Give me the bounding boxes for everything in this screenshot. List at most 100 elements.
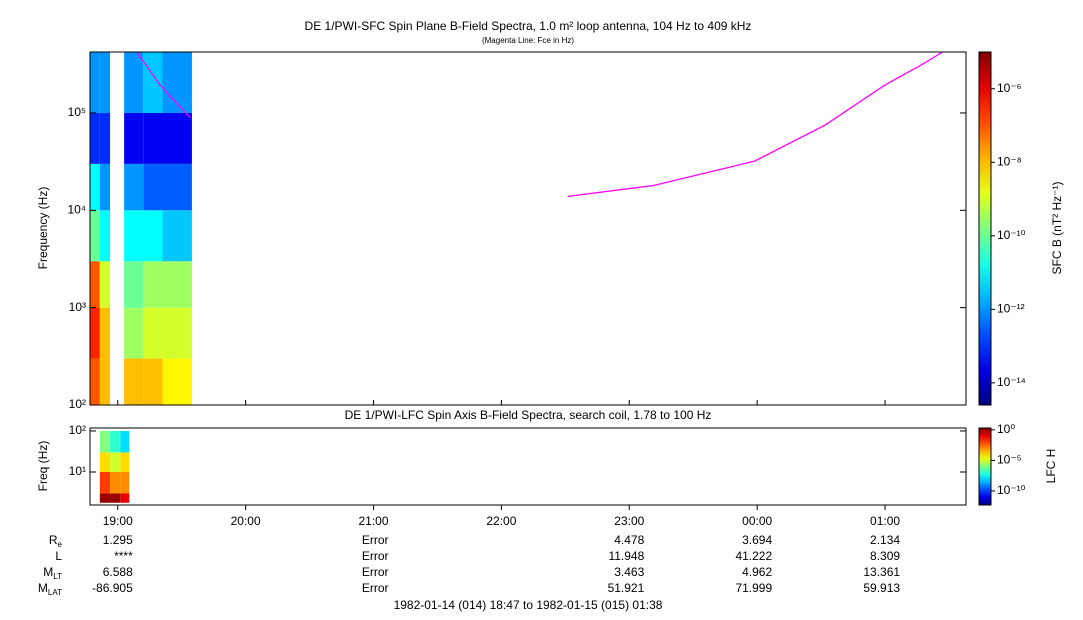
heatmap-cell: [90, 112, 100, 164]
x-tick-label: 00:00: [742, 514, 772, 528]
ephemeris-value: 41.222: [735, 549, 772, 563]
ephemeris-value: 3.694: [742, 533, 772, 547]
heatmap-cell: [99, 112, 111, 164]
colorbar-label: SFC B (nT² Hz⁻¹): [1050, 182, 1064, 275]
heatmap-cell: [99, 471, 111, 494]
ephemeris-value: Error: [362, 549, 389, 563]
ephemeris-value: 8.309: [870, 549, 900, 563]
heatmap-cell: [90, 358, 100, 405]
ephemeris-value: Error: [362, 565, 389, 579]
ephemeris-label: MLAT: [38, 581, 62, 597]
ephemeris-label: Re: [49, 533, 63, 549]
heatmap-cell: [124, 163, 144, 211]
x-tick-label: 22:00: [486, 514, 516, 528]
heatmap-cell: [162, 112, 192, 164]
x-tick-label: 01:00: [870, 514, 900, 528]
heatmap-cell: [143, 261, 163, 308]
footer: 1982-01-14 (014) 18:47 to 1982-01-15 (01…: [394, 598, 663, 612]
y-tick-label: 10⁵: [68, 105, 86, 119]
ephemeris-value: 3.463: [614, 565, 644, 579]
ephemeris-value: 1.295: [103, 533, 133, 547]
y-tick-label: 10⁴: [67, 202, 86, 216]
ephemeris-label-sub: LAT: [48, 588, 62, 597]
ephemeris-value: 13.361: [863, 565, 900, 579]
heatmap-cell: [143, 163, 163, 211]
heatmap-cell: [90, 307, 100, 359]
ephemeris-label-text: L: [55, 549, 62, 563]
plot-frame: [89, 427, 967, 506]
ephemeris-value: 59.913: [863, 581, 900, 595]
heatmap-cell: [124, 307, 144, 359]
ephemeris-value: ****: [114, 549, 133, 563]
heatmap-cell: [99, 210, 111, 262]
y-tick-label: 10³: [69, 300, 86, 314]
heatmap-cell: [143, 210, 163, 262]
ephemeris-value: 71.999: [735, 581, 772, 595]
y-axis-label: Freq (Hz): [36, 441, 50, 492]
heatmap-cell: [110, 452, 121, 472]
y-axis-label: Frequency (Hz): [36, 187, 50, 270]
colorbar-tick-label: 10⁰: [997, 422, 1015, 436]
colorbar: [978, 427, 992, 506]
y-tick-label: 10²: [69, 423, 86, 437]
x-tick-label: 20:00: [231, 514, 261, 528]
colorbar-tick-label: 10⁻¹²: [997, 302, 1025, 316]
heatmap-cell: [143, 52, 163, 113]
heatmap-cell: [99, 163, 111, 211]
heatmap-cell: [162, 261, 192, 308]
heatmap-cell: [90, 163, 100, 211]
heatmap-cell: [110, 493, 121, 503]
heatmap-cell: [120, 430, 130, 453]
heatmap-cell: [110, 430, 121, 453]
heatmap-cell: [99, 307, 111, 359]
y-tick-label: 10¹: [69, 464, 86, 478]
ephemeris-label-text: M: [38, 581, 48, 595]
heatmap-cell: [143, 358, 163, 405]
ephemeris-label: MLT: [43, 565, 62, 581]
colorbar-tick-label: 10⁻¹⁰: [997, 483, 1026, 497]
ephemeris-label-text: M: [43, 565, 53, 579]
chart-subtitle: (Magenta Line: Fce in Hz): [482, 36, 574, 45]
ephemeris-label-sub: LT: [53, 572, 62, 581]
heatmap-cell: [124, 210, 144, 262]
colorbar-tick-label: 10⁻¹⁰: [997, 228, 1026, 242]
heatmap-cell: [162, 307, 192, 359]
x-tick-label: 23:00: [614, 514, 644, 528]
ephemeris-value: 4.962: [742, 565, 772, 579]
x-tick-label: 21:00: [359, 514, 389, 528]
ephemeris-label: L: [55, 549, 62, 563]
ephemeris-value: 2.134: [870, 533, 900, 547]
heatmap-cell: [162, 358, 192, 405]
colorbar-tick-label: 10⁻¹⁴: [997, 375, 1026, 389]
heatmap-cell: [124, 112, 144, 164]
fce-line: [136, 51, 943, 198]
heatmap-cell: [90, 52, 100, 113]
heatmap-cell: [120, 493, 130, 503]
ephemeris-value: Error: [362, 533, 389, 547]
heatmap-cell: [99, 52, 111, 113]
ephemeris-value: 51.921: [608, 581, 645, 595]
chart-title: DE 1/PWI-LFC Spin Axis B-Field Spectra, …: [345, 408, 712, 422]
heatmap-cell: [143, 307, 163, 359]
heatmap-cell: [99, 261, 111, 308]
ephemeris-value: 11.948: [608, 549, 644, 563]
heatmap-cell: [143, 112, 163, 164]
y-tick-label: 10²: [69, 397, 86, 411]
colorbar-tick-label: 10⁻⁶: [997, 81, 1022, 95]
heatmap-cell: [162, 210, 192, 262]
chart-title: DE 1/PWI-SFC Spin Plane B-Field Spectra,…: [305, 19, 752, 33]
colorbar-tick-label: 10⁻⁸: [997, 154, 1022, 168]
heatmap-cell: [124, 358, 144, 405]
heatmap-cell: [124, 52, 144, 113]
ephemeris-value: 4.478: [614, 533, 644, 547]
heatmap-cell: [120, 471, 130, 494]
colorbar: [978, 51, 992, 406]
heatmap-cell: [124, 261, 144, 308]
heatmap-cell: [162, 163, 192, 211]
heatmap-cell: [90, 210, 100, 262]
heatmap-cell: [99, 430, 111, 453]
heatmap-cell: [110, 471, 121, 494]
ephemeris-value: -86.905: [92, 581, 133, 595]
ephemeris-value: Error: [362, 581, 389, 595]
